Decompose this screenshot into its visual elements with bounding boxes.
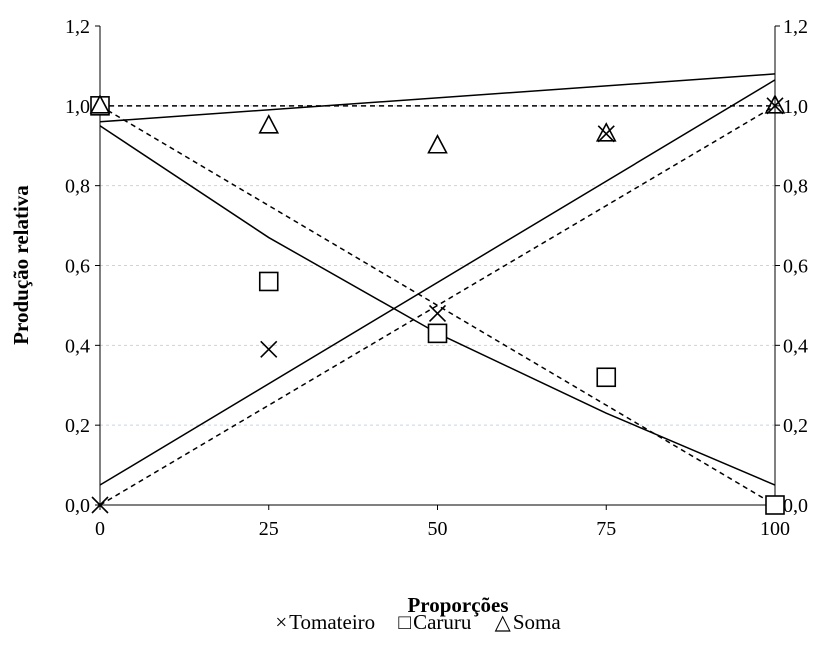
y-tick-label: 0,2 (65, 415, 90, 437)
y-tick-label: 1,2 (65, 16, 90, 38)
y-tick-label: 0,0 (65, 495, 90, 517)
square-marker-icon: □ (398, 610, 412, 634)
y2-tick-label: 0,4 (783, 335, 808, 357)
soma-point (595, 122, 617, 142)
legend-item-soma: △Soma (495, 610, 561, 635)
y-tick-label: 1,0 (65, 96, 90, 118)
legend-item-tomateiro: ×Tomateiro (275, 610, 375, 635)
y-tick-label: 0,4 (65, 335, 90, 357)
caruru-point (258, 271, 279, 292)
reference-lines (99, 73, 776, 506)
y2-tick-label: 0,2 (783, 415, 808, 437)
soma-point (89, 94, 111, 114)
legend: ×Tomateiro □Caruru △Soma (0, 610, 836, 635)
caruru-point (427, 323, 448, 344)
y2-tick-label: 0,0 (783, 495, 808, 517)
x-tick-label: 25 (259, 518, 279, 540)
y-tick-label: 0,6 (65, 256, 90, 278)
solid-line (99, 79, 776, 486)
caruru-point (765, 495, 785, 515)
y2-tick-label: 1,2 (783, 16, 808, 38)
y-axis-title: Produção relativa (9, 185, 33, 345)
solid-line (99, 125, 776, 486)
y-tick-label: 0,8 (65, 176, 90, 198)
dashed-line (99, 105, 776, 506)
legend-item-caruru: □Caruru (398, 610, 471, 635)
tomateiro-point (766, 97, 784, 115)
x-marker-icon: × (275, 610, 288, 634)
tomateiro-point (260, 340, 278, 358)
x-tick-label: 75 (596, 518, 616, 540)
x-tick-label: 50 (428, 518, 448, 540)
solid-line (99, 73, 776, 123)
legend-label: Caruru (413, 610, 472, 634)
y2-tick-label: 0,6 (783, 256, 808, 278)
tomateiro-point (91, 496, 109, 514)
dashed-line (99, 105, 776, 506)
soma-point (427, 134, 448, 154)
tomateiro-point (597, 125, 615, 143)
x-tick-label: 0 (95, 518, 105, 540)
legend-label: Tomateiro (289, 610, 376, 634)
x-axis-title: Proporções (407, 593, 508, 617)
data-points (89, 94, 786, 515)
legend-label: Soma (512, 610, 561, 634)
gridlines (100, 105, 775, 426)
tomateiro-point (428, 304, 447, 322)
caruru-point (596, 367, 617, 388)
soma-point (764, 94, 786, 114)
y2-tick-label: 0,8 (783, 176, 808, 198)
tick-labels: 0,0 0,0 0,2 0,2 0,4 0,4 0,6 0,6 0,8 0,8 1,0 1,0 1,2 1… (65, 16, 808, 540)
triangle-marker-icon: △ (494, 610, 511, 634)
x-tick-label: 100 (760, 518, 790, 540)
soma-point (258, 114, 280, 134)
y2-tick-label: 1,0 (783, 96, 808, 118)
